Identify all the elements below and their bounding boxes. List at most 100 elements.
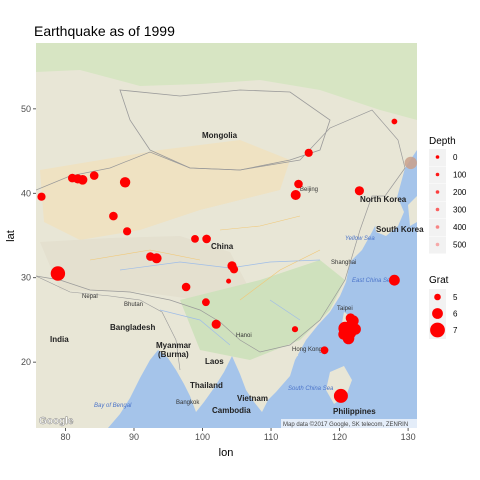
earthquake-point: [202, 234, 211, 244]
earthquake-points: [37, 118, 417, 403]
depth-legend-label: 500: [453, 241, 467, 250]
depth-legend-key-bg: [429, 219, 446, 236]
earthquake-point: [229, 265, 239, 274]
depth-legend-swatch: [435, 155, 440, 159]
map-label-cambodia: Cambodia: [212, 406, 251, 415]
earthquake-point: [333, 388, 348, 403]
x-tick-label: 130: [401, 432, 416, 442]
x-tick-label: 120: [332, 432, 347, 442]
map-label-laos: Laos: [205, 357, 224, 366]
grat-legend-label: 5: [453, 293, 458, 302]
earthquake-point: [290, 190, 301, 200]
grat-legend-swatch: [432, 308, 443, 319]
grat-legend: Grat 5 6 7: [429, 275, 458, 339]
map-label-mongolia: Mongolia: [202, 131, 238, 140]
x-tick-label: 80: [60, 432, 70, 442]
x-tick-label: 90: [129, 432, 139, 442]
map-label-bangkok: Bangkok: [176, 400, 200, 406]
china-border: [36, 109, 406, 353]
grat-legend-label: 6: [453, 310, 458, 319]
desert-region: [40, 140, 290, 240]
depth-legend-key-bg: [429, 236, 446, 254]
map-label-myanmar: Myanmar: [156, 341, 191, 350]
map-label-taipei: Taipei: [337, 306, 353, 312]
coast-road-lines: [89, 215, 321, 301]
map-panel: [36, 43, 417, 428]
japan-islands: [408, 196, 417, 226]
depth-legend-swatch: [435, 172, 440, 177]
y-tick-label: 50: [21, 104, 31, 114]
earthquake-point: [109, 211, 118, 221]
earthquake-point: [37, 192, 46, 201]
earthquake-point: [294, 179, 303, 189]
depth-legend-swatch: [435, 207, 440, 212]
map-label-india: India: [50, 335, 69, 344]
map-label-thailand: Thailand: [190, 381, 223, 390]
y-tick-label: 40: [21, 188, 31, 198]
map-label-hanoi: Hanoi: [236, 333, 252, 339]
earthquake-point: [119, 177, 131, 188]
green-lowland: [180, 260, 345, 360]
map-label-north-korea: North Korea: [360, 195, 407, 204]
earthquake-point: [191, 235, 199, 243]
y-tick-label: 20: [21, 357, 31, 367]
earthquake-point: [391, 118, 398, 125]
grat-legend-swatch: [434, 293, 441, 301]
grat-legend-keys: 5 6 7: [429, 289, 458, 339]
x-axis: 80 90 100 110 120 130: [60, 428, 416, 442]
map-label-east-china-sea: East China Sea: [352, 278, 394, 284]
map-label-south-korea: South Korea: [376, 225, 424, 234]
earthquake-point: [211, 319, 221, 329]
y-tick-label: 30: [21, 273, 31, 283]
hainan-island: [286, 346, 298, 358]
earthquake-point: [338, 328, 350, 340]
earthquake-point: [291, 326, 299, 333]
india-border: [36, 275, 181, 371]
x-tick-label: 100: [195, 432, 210, 442]
earthquake-point: [320, 346, 329, 355]
y-axis: 20 30 40 50: [21, 104, 36, 367]
attribution-background: [281, 419, 417, 428]
map-label-nepal: Nepal: [82, 294, 98, 300]
earthquake-point: [345, 313, 356, 324]
earthquake-point: [349, 323, 361, 335]
map-label-shanghai: Shanghai: [331, 260, 356, 266]
earthquake-point: [181, 282, 191, 292]
earthquake-point: [354, 186, 364, 196]
earthquake-point: [77, 175, 88, 185]
map-labels: Mongolia China North Korea South Korea I…: [50, 131, 424, 416]
x-tick-label: 110: [264, 432, 278, 442]
depth-legend-keys: 0 100 200 300 400 500: [429, 149, 467, 254]
grat-legend-swatch: [430, 322, 445, 338]
depth-legend-label: 100: [453, 171, 467, 180]
map-label-china: China: [211, 242, 234, 251]
depth-legend-title: Depth: [429, 136, 456, 147]
earthquake-point: [389, 274, 400, 286]
map-label-bangladesh: Bangladesh: [110, 323, 155, 332]
depth-legend-label: 300: [453, 206, 467, 215]
map-label-bhutan: Bhutan: [124, 302, 143, 308]
depth-legend-label: 400: [453, 223, 467, 232]
landmass: [36, 43, 417, 428]
earthquake-point: [50, 266, 66, 281]
earthquake-point: [123, 227, 132, 236]
earthquake-point: [89, 171, 99, 180]
earthquake-point: [226, 278, 232, 284]
map-label-burma: (Burma): [158, 350, 189, 359]
depth-legend: Depth 0 100 200 300 400 500: [429, 136, 467, 254]
map-label-vietnam: Vietnam: [237, 394, 268, 403]
grat-legend-title: Grat: [429, 275, 449, 286]
map-attribution: Map data ©2017 Google, SK telecom, ZENRI…: [283, 421, 408, 428]
map-label-south-china-sea: South China Sea: [288, 386, 334, 392]
depth-legend-swatch: [435, 225, 440, 229]
map-label-philippines: Philippines: [333, 407, 376, 416]
earthquake-point: [404, 156, 417, 170]
depth-legend-label: 200: [453, 188, 467, 197]
korean-peninsula: [372, 190, 404, 236]
grat-legend-label: 7: [453, 326, 458, 335]
x-axis-label: lon: [219, 447, 234, 459]
chart-title: Earthquake as of 1999: [34, 23, 175, 39]
google-logo: Google: [39, 416, 74, 427]
earthquake-point: [202, 298, 210, 307]
